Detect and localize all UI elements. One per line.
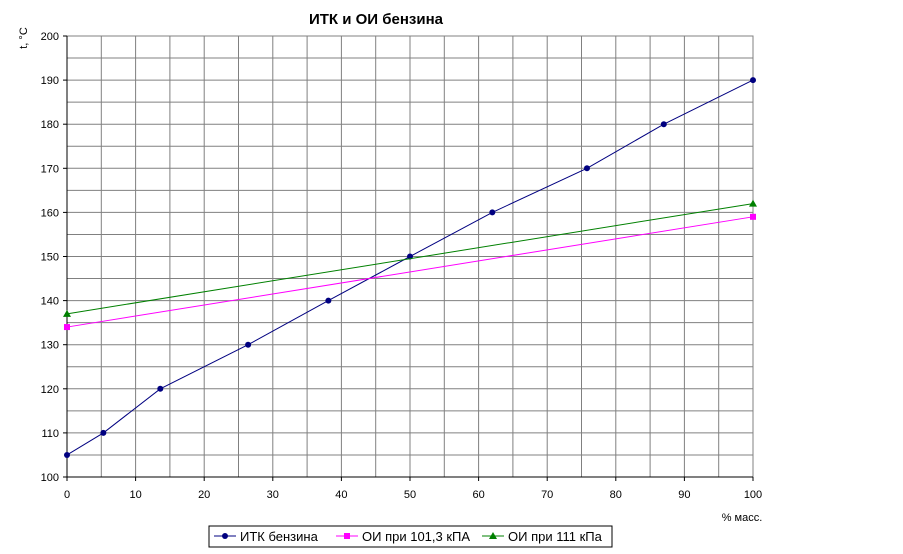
series-line-1 bbox=[66, 216, 754, 328]
y-tick-label: 130 bbox=[41, 340, 59, 352]
data-point-0 bbox=[325, 297, 332, 304]
legend-marker-oi-101 bbox=[344, 533, 350, 539]
legend-marker-itk bbox=[222, 533, 228, 539]
x-tick-label: 40 bbox=[335, 489, 347, 501]
y-axis-label: t, °C bbox=[18, 27, 30, 49]
data-point-2 bbox=[63, 309, 71, 317]
x-tick-label: 0 bbox=[64, 489, 70, 501]
x-tick-label: 10 bbox=[129, 489, 141, 501]
data-point-1 bbox=[64, 324, 70, 331]
series-line-2 bbox=[66, 203, 754, 315]
legend-label-itk: ИТК бензина bbox=[240, 529, 319, 544]
series-group bbox=[63, 77, 757, 458]
x-ticks: 0 10 20 30 40 50 60 70 80 90 100 bbox=[64, 477, 762, 501]
x-tick-label: 60 bbox=[472, 489, 484, 501]
data-point-0 bbox=[100, 429, 107, 436]
legend-box bbox=[208, 525, 613, 548]
y-tick-label: 110 bbox=[41, 428, 59, 440]
x-tick-label: 30 bbox=[267, 489, 279, 501]
data-point-1 bbox=[750, 213, 756, 220]
x-axis-label: % масс. bbox=[722, 512, 763, 524]
x-tick-label: 20 bbox=[198, 489, 210, 501]
data-point-0 bbox=[489, 209, 496, 216]
legend-label-oi-101: ОИ при 101,3 кПА bbox=[362, 529, 470, 544]
y-tick-label: 170 bbox=[41, 163, 59, 175]
data-point-0 bbox=[157, 385, 164, 392]
legend-label-oi-111: ОИ при 111 кПа bbox=[508, 529, 603, 544]
series-2 bbox=[63, 199, 757, 317]
legend: ИТК бензина ОИ при 101,3 кПА ОИ при 111 … bbox=[208, 525, 613, 548]
data-point-0 bbox=[750, 77, 756, 84]
x-tick-label: 80 bbox=[610, 489, 622, 501]
y-tick-label: 120 bbox=[41, 384, 59, 396]
y-tick-label: 100 bbox=[41, 472, 59, 484]
data-point-0 bbox=[64, 451, 70, 458]
series-1 bbox=[64, 213, 756, 331]
x-tick-label: 100 bbox=[744, 489, 762, 501]
data-point-0 bbox=[245, 341, 252, 348]
y-tick-label: 140 bbox=[41, 296, 59, 308]
chart-title: ИТК и ОИ бензина bbox=[309, 11, 444, 28]
y-tick-label: 190 bbox=[41, 75, 59, 87]
data-point-0 bbox=[583, 165, 590, 172]
data-point-0 bbox=[660, 121, 667, 128]
x-tick-label: 70 bbox=[541, 489, 553, 501]
x-tick-label: 90 bbox=[678, 489, 690, 501]
y-tick-label: 200 bbox=[41, 31, 59, 43]
x-tick-label: 50 bbox=[404, 489, 416, 501]
y-tick-label: 180 bbox=[41, 119, 59, 131]
y-tick-label: 160 bbox=[41, 207, 59, 219]
data-point-2 bbox=[749, 199, 757, 207]
legend-marker-oi-111 bbox=[489, 532, 497, 539]
y-ticks: 100 110 120 130 140 150 160 170 180 190 200 bbox=[41, 31, 67, 484]
y-tick-label: 150 bbox=[41, 252, 59, 264]
